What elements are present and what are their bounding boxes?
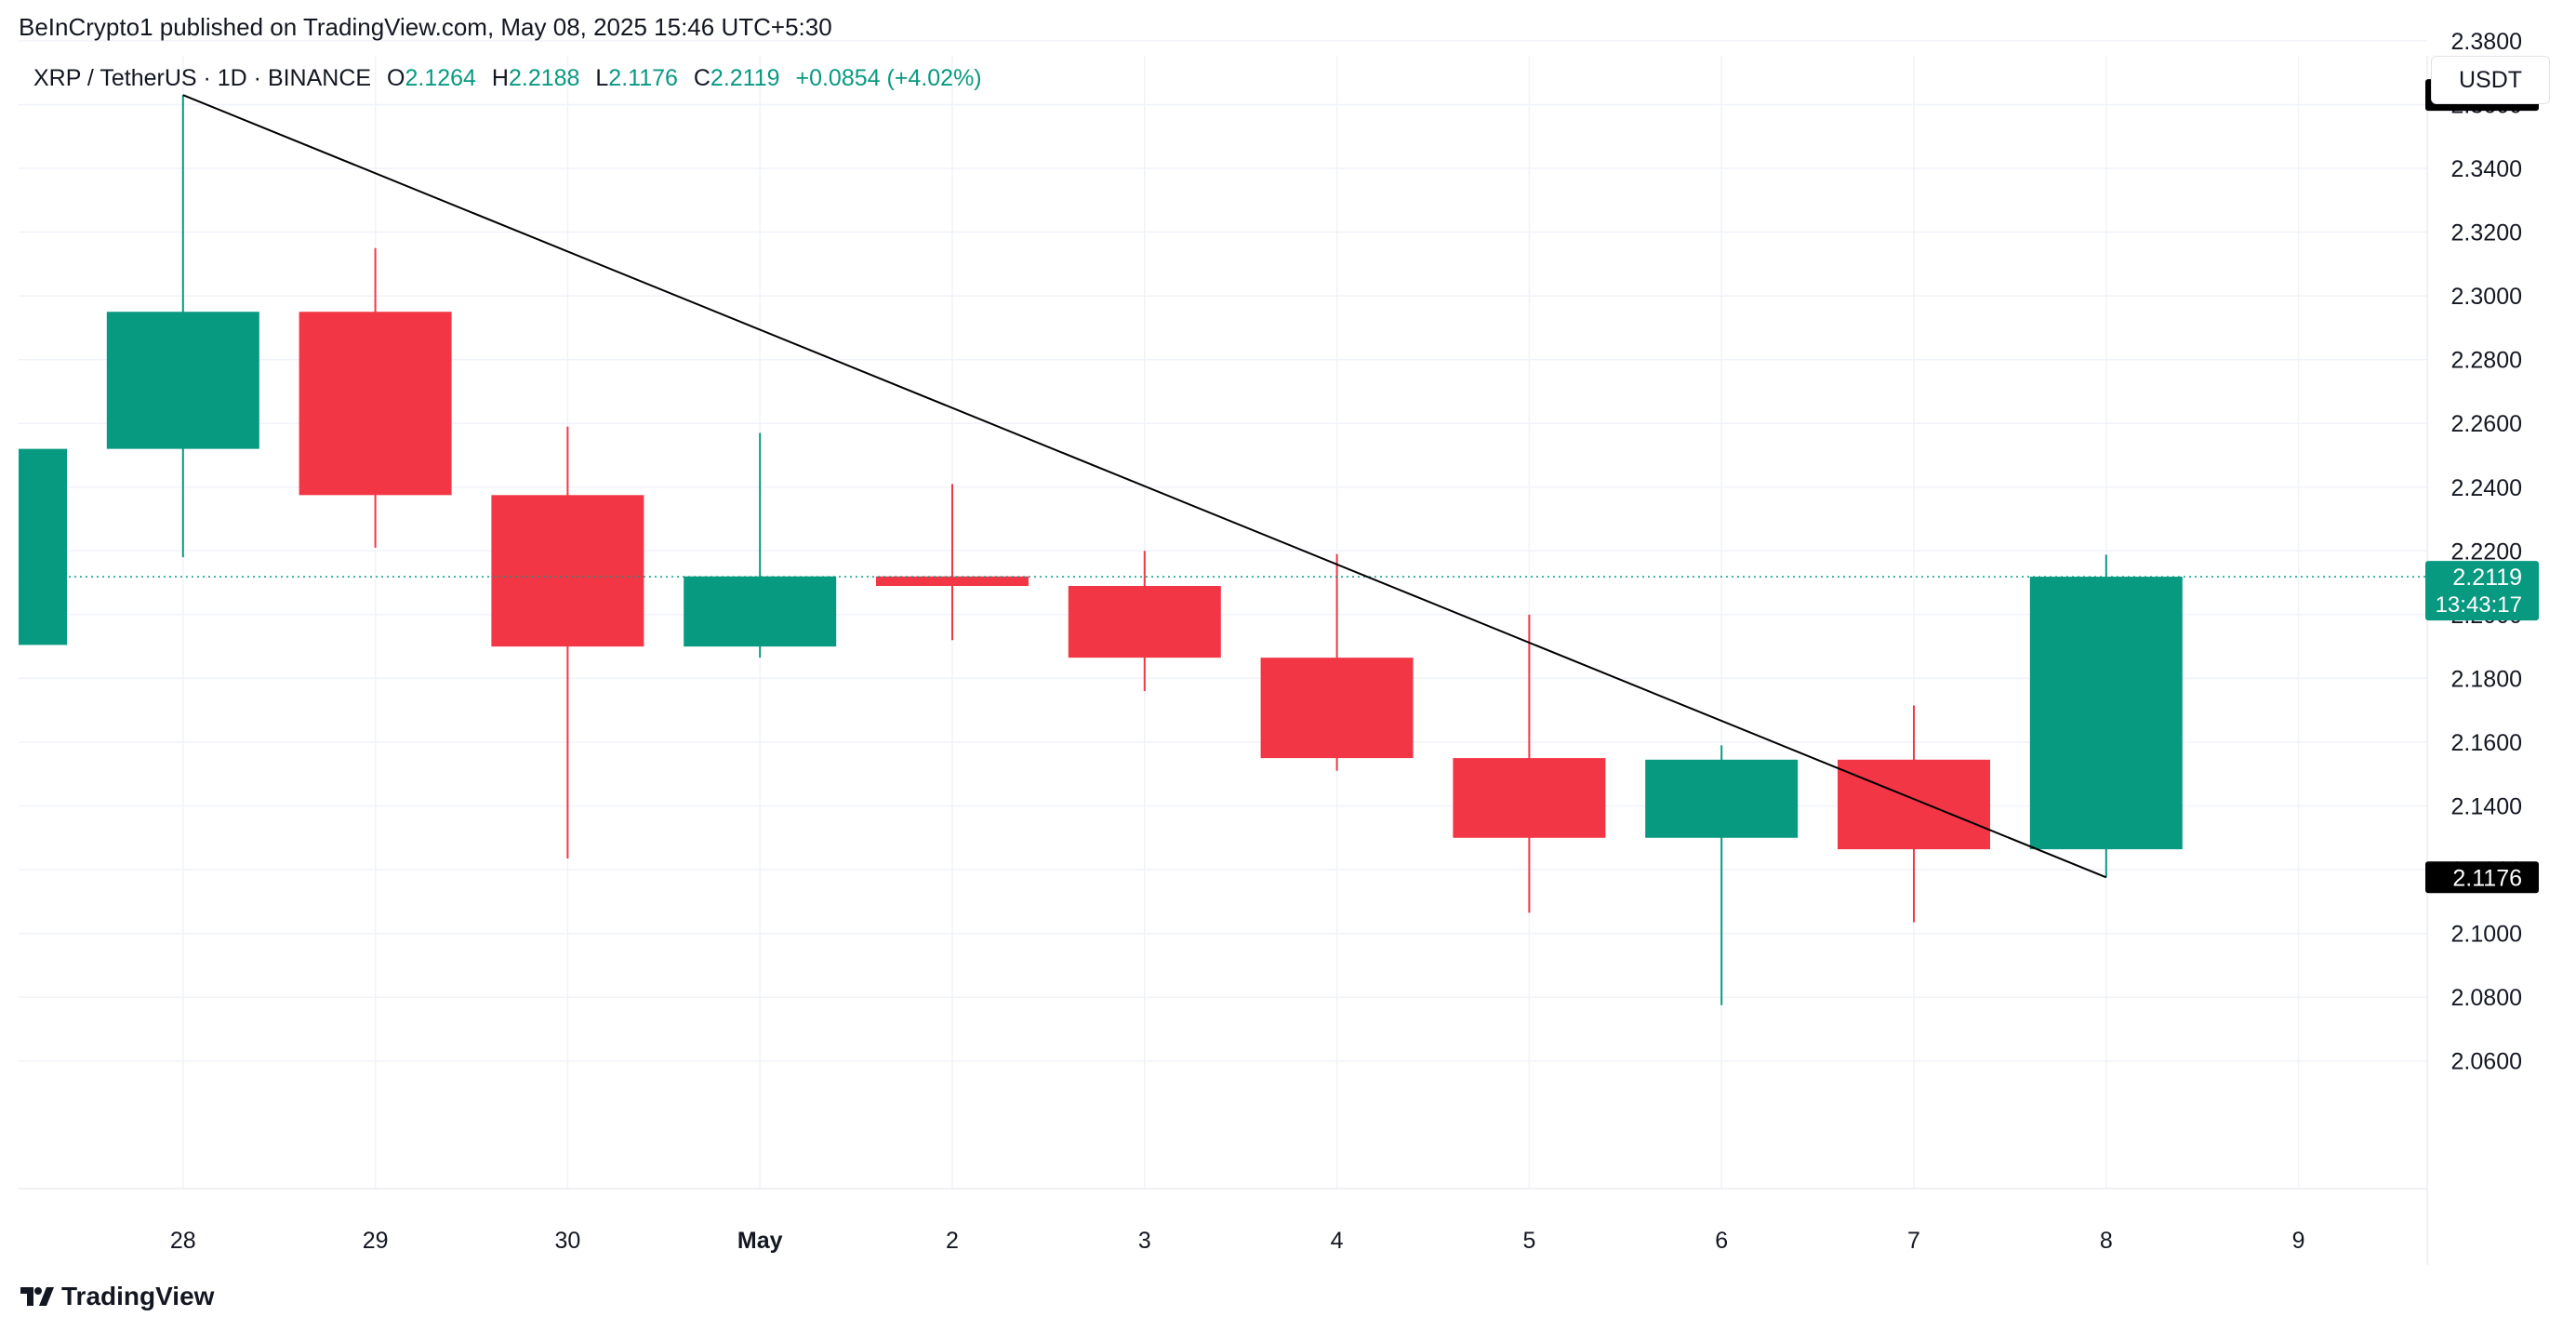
candle-down [1838, 705, 1990, 923]
x-tick-label: 2 [946, 1228, 959, 1254]
candle-body [684, 576, 837, 647]
x-tick-label: 3 [1138, 1228, 1151, 1254]
symbol-title[interactable]: XRP / TetherUS · 1D · BINANCE [33, 65, 372, 91]
trendline-group [182, 94, 2107, 879]
candle-up [2029, 554, 2183, 878]
candle-body [1260, 658, 1414, 759]
low-label: L [595, 65, 609, 91]
x-tick-label: 7 [1907, 1228, 1920, 1254]
candle-body [1645, 759, 1799, 838]
x-tick-label: 5 [1522, 1228, 1535, 1254]
y-tick-label: 2.0600 [2451, 1049, 2522, 1075]
low-marker-label: 2.1176 [2425, 861, 2539, 894]
y-tick-label: 2.3200 [2451, 220, 2522, 246]
logo-text: TradingView [61, 1282, 215, 1310]
y-tick-label: 2.2400 [2451, 475, 2522, 501]
y-tick-label: 2.1800 [2451, 666, 2522, 692]
candle-body [299, 312, 452, 496]
last-price-label-text: 2.2119 [2452, 565, 2522, 591]
trendline[interactable] [182, 94, 2107, 879]
candle-up [684, 432, 837, 658]
candle-down [876, 484, 1029, 641]
candle-up [1645, 745, 1799, 1005]
x-tick-label: May [737, 1228, 783, 1254]
candle-down [1260, 553, 1414, 771]
open-label: O [387, 65, 405, 91]
x-tick-label: 28 [170, 1228, 196, 1254]
close-value: 2.2119 [710, 65, 780, 91]
low-value: 2.1176 [608, 65, 678, 91]
candle-down [299, 247, 452, 548]
candle-down [1068, 551, 1221, 692]
x-tick-label: 6 [1715, 1228, 1728, 1254]
candle-body [2029, 577, 2183, 850]
y-tick-label: 2.2200 [2451, 539, 2522, 565]
low-marker-label-bg [2425, 861, 2539, 894]
last-price-label-bg [2425, 561, 2539, 621]
candle-body [1453, 758, 1606, 838]
x-axis: 28 29 30 May 2 3 4 5 6 7 8 9 [170, 1228, 2305, 1254]
x-tick-label: 8 [2100, 1228, 2113, 1254]
high-value: 2.2188 [508, 65, 580, 91]
symbol-legend: XRP / TetherUS · 1D · BINANCE O2.1264 H2… [33, 65, 982, 92]
y-tick-label: 2.3800 [2451, 29, 2522, 55]
x-tick-label: 9 [2292, 1228, 2305, 1254]
y-tick-label: 2.0800 [2451, 985, 2522, 1011]
tradingview-logo[interactable]: TradingView [19, 1282, 214, 1311]
y-tick-label: 2.3000 [2451, 284, 2522, 310]
y-tick-label: 2.2600 [2451, 411, 2522, 437]
candle-body [106, 312, 259, 449]
y-tick-label: 2.1000 [2451, 922, 2522, 948]
tradingview-logo-icon [20, 1287, 54, 1306]
candle-up [106, 95, 259, 558]
x-tick-label: 29 [363, 1228, 389, 1254]
close-label: C [693, 65, 710, 91]
candle-up [19, 448, 67, 645]
currency-button[interactable]: USDT [2431, 56, 2550, 104]
open-value: 2.1264 [405, 65, 476, 91]
candle-body [1838, 759, 1990, 850]
y-tick-label: 2.2800 [2451, 348, 2522, 374]
candle-body [491, 495, 644, 647]
publisher-line: BeInCrypto1 published on TradingView.com… [19, 13, 832, 41]
y-axis: 2.06002.08002.10002.12002.14002.16002.18… [2451, 29, 2522, 1075]
x-tick-label: 4 [1331, 1228, 1344, 1254]
candle-body [1068, 586, 1221, 658]
y-tick-label: 2.3400 [2451, 156, 2522, 182]
candle-body [876, 576, 1029, 587]
x-tick-label: 30 [554, 1228, 580, 1254]
y-tick-label: 2.1600 [2451, 730, 2522, 756]
candles [19, 95, 2183, 1005]
high-label: H [491, 65, 509, 91]
candle-down [491, 426, 644, 859]
candle-down [1453, 614, 1606, 913]
last-price-countdown: 13:43:17 [2436, 592, 2522, 618]
change-value: +0.0854 (+4.02%) [795, 65, 982, 91]
y-tick-label: 2.1400 [2451, 794, 2522, 820]
candle-body [19, 448, 67, 645]
low-marker-label-text: 2.1176 [2452, 865, 2522, 891]
